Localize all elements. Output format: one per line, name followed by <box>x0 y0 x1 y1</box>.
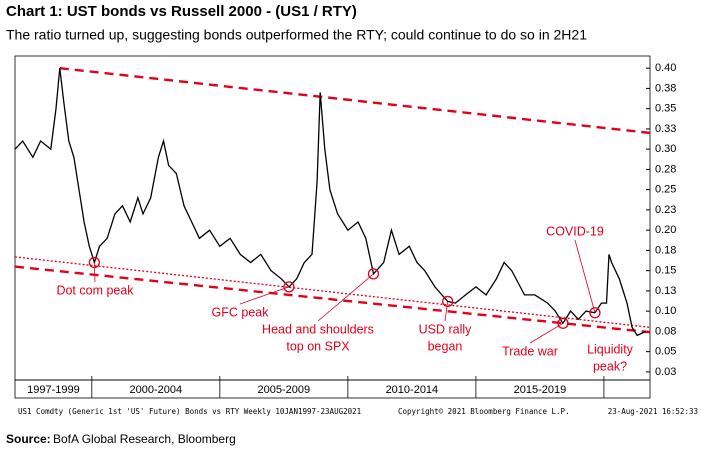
annotation-label: Dot com peak <box>56 283 134 297</box>
annotation-label: top on SPX <box>286 339 350 353</box>
y-tick-label: 0.28 <box>655 163 676 175</box>
x-tick-label: 2005-2009 <box>258 384 311 396</box>
x-tick-label: 2010-2014 <box>386 384 439 396</box>
annotation-label: COVID-19 <box>546 224 604 238</box>
y-tick-label: 0.13 <box>655 285 676 297</box>
y-tick-label: 0.35 <box>655 103 676 115</box>
trend-line <box>59 66 651 135</box>
y-tick-label: 0.20 <box>655 224 676 236</box>
footer-copyright: Copyright© 2021 Bloomberg Finance L.P. <box>398 407 570 416</box>
y-tick-label: 0.05 <box>655 346 676 358</box>
y-tick-label: 0.15 <box>655 265 676 277</box>
trend-line <box>14 265 651 334</box>
chart-subtitle: The ratio turned up, suggesting bonds ou… <box>6 27 587 43</box>
footer-date: 23-Aug-2021 16:52:33 <box>608 407 698 416</box>
y-tick-label: 0.23 <box>655 204 676 216</box>
y-tick-label: 0.33 <box>655 123 676 135</box>
annotation-label: began <box>428 339 463 353</box>
annotation-marker <box>88 256 101 269</box>
data-line <box>14 68 647 337</box>
annotation-label: USD rally <box>419 322 473 336</box>
x-tick-label: 2015-2019 <box>514 384 567 396</box>
annotation-label: Liquidity <box>587 342 634 356</box>
annotation-connector <box>574 239 596 313</box>
source: BofA Global Research, Bloomberg <box>53 432 236 446</box>
y-tick-label: 0.25 <box>655 184 676 196</box>
footer-left: US1 Comdty (Generic 1st 'US' Future) Bon… <box>18 407 361 416</box>
annotation-marker <box>283 281 295 293</box>
y-tick-label: 0.10 <box>655 305 676 317</box>
chart-title: Chart 1: UST bonds vs Russell 2000 - (US… <box>6 3 357 20</box>
y-tick-label: 0.40 <box>655 62 676 74</box>
annotation-marker <box>442 295 454 308</box>
annotation-connector <box>444 301 449 322</box>
y-tick-label: 0.18 <box>655 244 676 256</box>
x-tick-label: 2000-2004 <box>130 384 183 396</box>
annotation-connector <box>239 286 290 305</box>
annotation-label: peak? <box>593 359 627 373</box>
y-tick-label: 0.03 <box>655 366 676 378</box>
annotation-marker <box>367 268 380 280</box>
x-tick-label: 1997-1999 <box>27 384 80 396</box>
y-tick-label: 0.38 <box>655 82 676 94</box>
annotation-label: Trade war <box>502 344 558 358</box>
annotation-marker <box>557 317 569 329</box>
annotation-label: GFC peak <box>212 305 270 319</box>
annotation-connector <box>317 273 374 322</box>
x-axis-strip <box>14 379 651 399</box>
source-label: Source: <box>6 432 51 446</box>
annotation-connector <box>93 262 96 283</box>
annotation-connector <box>529 322 564 344</box>
annotation-marker <box>589 307 601 319</box>
trend-line <box>14 256 651 328</box>
annotation-label: Head and shoulders <box>262 322 374 336</box>
y-tick-label: 0.30 <box>655 143 676 155</box>
y-tick-label: 0.08 <box>655 325 676 337</box>
